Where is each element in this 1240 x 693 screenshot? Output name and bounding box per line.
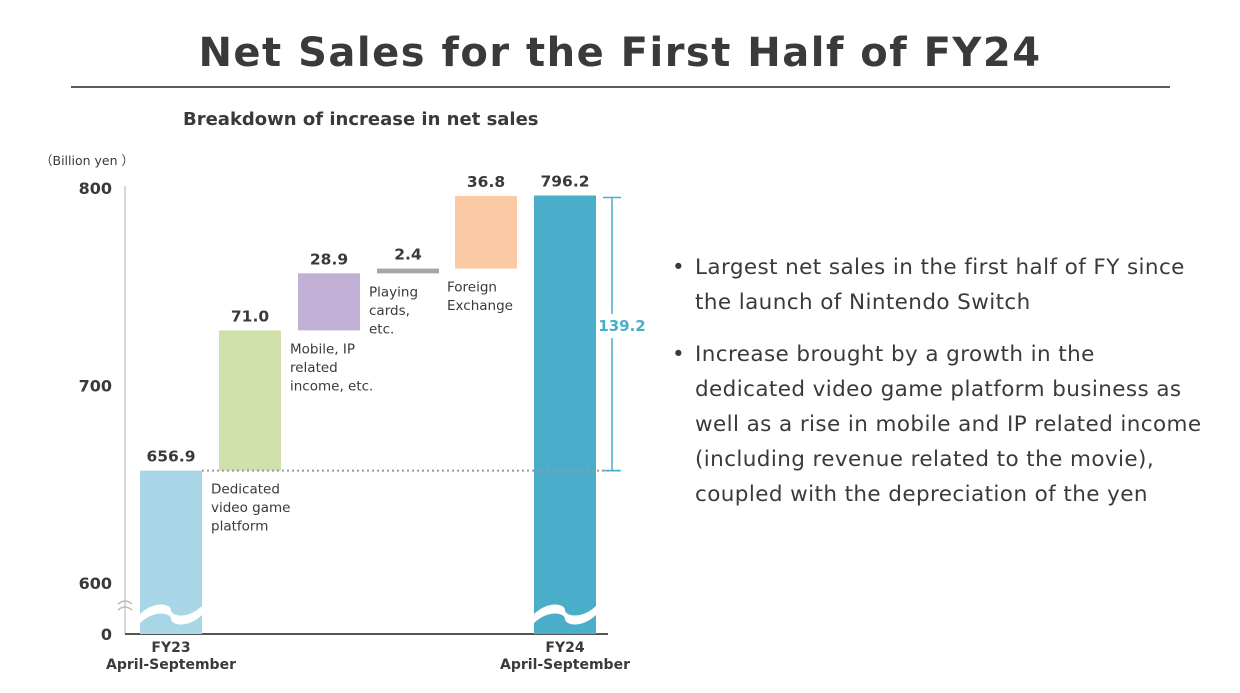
x-tick-label: FY23 <box>151 640 190 656</box>
y-tick-label: 0 <box>101 625 112 644</box>
y-tick-label: 800 <box>79 179 112 198</box>
key-points: Largest net sales in the first half of F… <box>672 250 1212 529</box>
x-tick-label: Mobile, IP <box>290 341 355 357</box>
data-label: 2.4 <box>394 246 422 264</box>
difference-label: 139.2 <box>598 317 645 335</box>
x-tick-label: Foreign <box>447 280 497 296</box>
data-label: 656.9 <box>146 448 195 466</box>
page-title: Net Sales for the First Half of FY24 <box>198 30 1042 76</box>
data-label: 71.0 <box>231 307 269 325</box>
x-tick-label: Exchange <box>447 298 513 314</box>
x-tick-label: related <box>290 360 338 376</box>
bar <box>534 195 596 634</box>
x-tick-label: Dedicated <box>211 482 280 498</box>
difference-label-bg <box>599 314 625 338</box>
data-label: 796.2 <box>540 173 589 191</box>
x-tick-label: video game <box>211 500 290 516</box>
title-divider <box>71 86 1170 88</box>
axis-break <box>117 600 133 611</box>
x-tick-label: April-September <box>500 657 630 673</box>
x-tick-label: FY24 <box>545 640 584 656</box>
x-tick-label: cards, <box>369 303 410 319</box>
x-tick-label: income, etc. <box>290 378 373 394</box>
x-tick-label: April-September <box>106 657 236 673</box>
y-tick-label: 700 <box>79 377 112 396</box>
x-tick-label: platform <box>211 519 268 535</box>
y-tick-label: 600 <box>79 574 112 593</box>
bar <box>219 330 281 471</box>
bar <box>455 195 517 269</box>
x-tick-label: etc. <box>369 321 394 337</box>
bar-break <box>140 604 202 625</box>
chart-subtitle: Breakdown of increase in net sales <box>183 109 539 130</box>
bar <box>377 268 439 274</box>
data-label: 36.8 <box>467 173 505 191</box>
bar <box>298 273 360 331</box>
data-label: 28.9 <box>310 250 348 268</box>
bar-break <box>534 604 596 625</box>
bar <box>140 470 202 634</box>
unit-label: （Billion yen ） <box>40 153 134 168</box>
key-point: Increase brought by a growth in the dedi… <box>672 337 1212 512</box>
x-tick-label: Playing <box>369 284 418 300</box>
key-point: Largest net sales in the first half of F… <box>672 250 1212 320</box>
